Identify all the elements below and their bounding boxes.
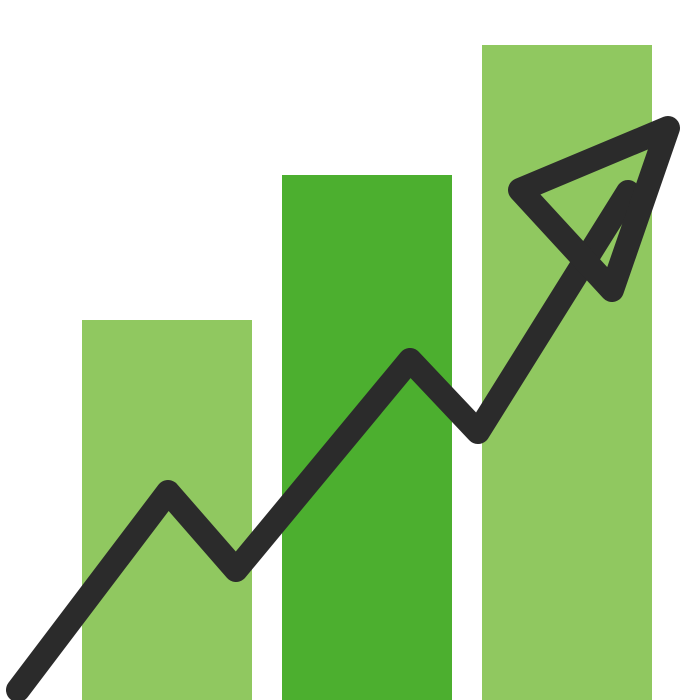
growth-chart [0, 0, 700, 700]
trend-arrow-icon [0, 0, 700, 700]
